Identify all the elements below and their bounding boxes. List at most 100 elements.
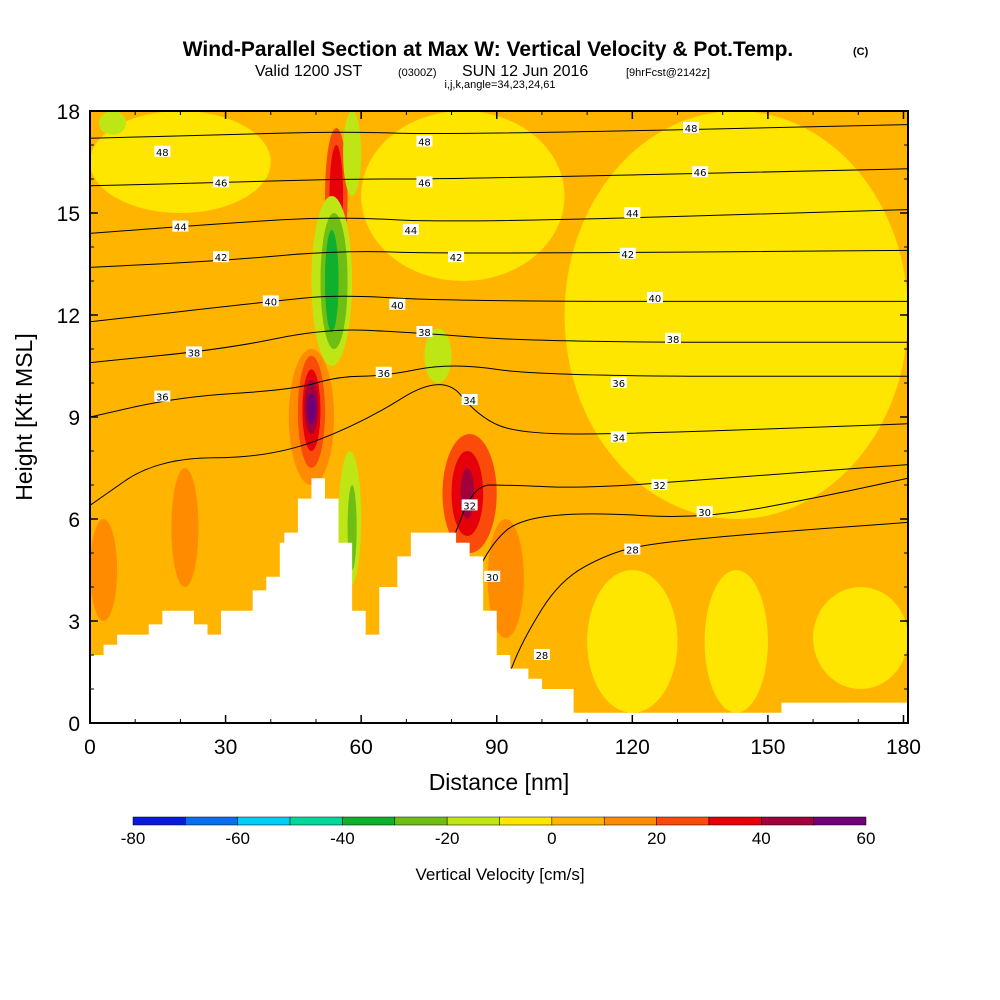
w-region xyxy=(90,111,271,213)
contour-label: 48 xyxy=(416,135,433,149)
contour-label: 44 xyxy=(172,220,189,234)
x-tick-label: 30 xyxy=(214,736,237,759)
colorbar-bin xyxy=(289,816,343,826)
y-tick-label: 3 xyxy=(68,611,80,634)
contour-label: 46 xyxy=(416,176,433,189)
forecast-info: [9hrFcst@2142z] xyxy=(626,67,710,79)
y-tick-label: 0 xyxy=(68,713,80,736)
y-tick-label: 6 xyxy=(68,509,80,532)
contour-label: 40 xyxy=(262,295,279,308)
w-region xyxy=(361,111,565,281)
w-region xyxy=(704,570,768,713)
colorbar-bin xyxy=(551,816,605,826)
x-axis-label: Distance [nm] xyxy=(429,769,570,795)
w-region xyxy=(99,111,127,135)
svg-text:36: 36 xyxy=(612,379,625,390)
w-region xyxy=(564,111,908,519)
potential-temperature-contours xyxy=(90,124,908,683)
theta-contour xyxy=(90,384,908,506)
x-tick-label: 180 xyxy=(886,736,921,759)
svg-text:30: 30 xyxy=(486,573,499,584)
colorbar-label: 60 xyxy=(857,829,876,848)
colorbar-label: -80 xyxy=(121,829,146,848)
svg-text:34: 34 xyxy=(612,433,625,444)
y-tick-label: 18 xyxy=(57,101,80,124)
w-region xyxy=(487,519,524,638)
theta-contour xyxy=(90,124,908,139)
contour-label: 32 xyxy=(461,499,478,512)
theta-contour xyxy=(90,329,908,364)
theta-contour xyxy=(90,365,908,418)
svg-text:32: 32 xyxy=(463,501,476,512)
colorbar-bin xyxy=(499,816,553,826)
contour-label: 48 xyxy=(154,145,171,159)
colorbar-bin xyxy=(132,816,186,826)
w-region xyxy=(306,393,316,424)
terrain-profile xyxy=(90,478,908,723)
chart-title: Wind-Parallel Section at Max W: Vertical… xyxy=(183,38,794,61)
svg-text:48: 48 xyxy=(685,124,698,135)
valid-time-line: Valid 1200 JST (0300Z) SUN 12 Jun 2016 [… xyxy=(255,63,710,80)
x-axis: 0 30 60 90 120 150 180 xyxy=(84,111,921,759)
svg-text:40: 40 xyxy=(649,294,662,305)
contour-label: 34 xyxy=(610,431,627,444)
w-region xyxy=(325,230,339,332)
valid-date: SUN 12 Jun 2016 xyxy=(462,63,588,80)
contour-label: 28 xyxy=(533,649,550,662)
contour-label: 28 xyxy=(624,543,641,557)
w-region xyxy=(90,519,118,621)
w-region xyxy=(171,468,199,587)
y-tick-label: 9 xyxy=(68,407,80,430)
svg-text:32: 32 xyxy=(653,481,666,492)
contour-label: 38 xyxy=(664,332,681,346)
contour-label: 44 xyxy=(402,224,419,237)
colorbar-title: Vertical Velocity [cm/s] xyxy=(415,865,584,884)
theta-contour xyxy=(90,209,908,234)
colorbar-label: -40 xyxy=(330,829,355,848)
contour-label: 44 xyxy=(624,207,641,220)
w-region xyxy=(424,328,452,383)
contour-labels: 28 28 30 30 32 32 34 34 36 36 36 38 38 38 40 40 40 42 42 42… xyxy=(154,122,713,662)
svg-text:44: 44 xyxy=(626,209,639,220)
colorbar: -80 -60 -40 -20 0 20 40 60 xyxy=(121,816,876,848)
y-tick-label: 15 xyxy=(57,203,80,226)
colorbar-label: 40 xyxy=(752,829,771,848)
colorbar-bin xyxy=(603,816,657,826)
w-region xyxy=(587,570,678,713)
theta-contour xyxy=(90,295,908,323)
theta-contour xyxy=(90,168,908,187)
colorbar-label: -60 xyxy=(225,829,250,848)
svg-text:42: 42 xyxy=(621,250,634,261)
theta-contour xyxy=(505,521,908,683)
copyright-mark: (C) xyxy=(853,46,869,58)
contour-label: 36 xyxy=(154,390,171,404)
svg-text:38: 38 xyxy=(667,335,680,346)
contour-label: 36 xyxy=(610,377,627,390)
svg-text:34: 34 xyxy=(463,396,476,407)
theta-contour xyxy=(90,249,908,268)
y-tick-label: 12 xyxy=(57,305,80,328)
contour-label: 40 xyxy=(389,298,406,312)
svg-text:40: 40 xyxy=(264,297,277,308)
svg-text:36: 36 xyxy=(156,393,169,404)
svg-text:44: 44 xyxy=(405,226,418,237)
colorbar-bin xyxy=(394,816,448,826)
vertical-velocity-field xyxy=(90,111,908,723)
svg-text:46: 46 xyxy=(215,178,228,189)
contour-label: 42 xyxy=(213,251,230,264)
svg-text:42: 42 xyxy=(450,253,463,264)
contour-label: 32 xyxy=(651,479,668,492)
svg-text:46: 46 xyxy=(418,178,431,189)
colorbar-bin xyxy=(813,816,867,826)
svg-text:42: 42 xyxy=(215,253,228,264)
colorbar-bin xyxy=(761,816,814,826)
x-tick-label: 90 xyxy=(485,736,508,759)
svg-text:40: 40 xyxy=(391,301,404,312)
w-region xyxy=(343,111,362,196)
y-axis-label: Height [Kft MSL] xyxy=(11,333,37,500)
contour-label: 40 xyxy=(646,292,663,305)
contour-label: 30 xyxy=(484,570,501,584)
svg-text:38: 38 xyxy=(188,348,201,359)
contour-label: 38 xyxy=(416,326,433,339)
contour-label: 38 xyxy=(185,346,202,359)
